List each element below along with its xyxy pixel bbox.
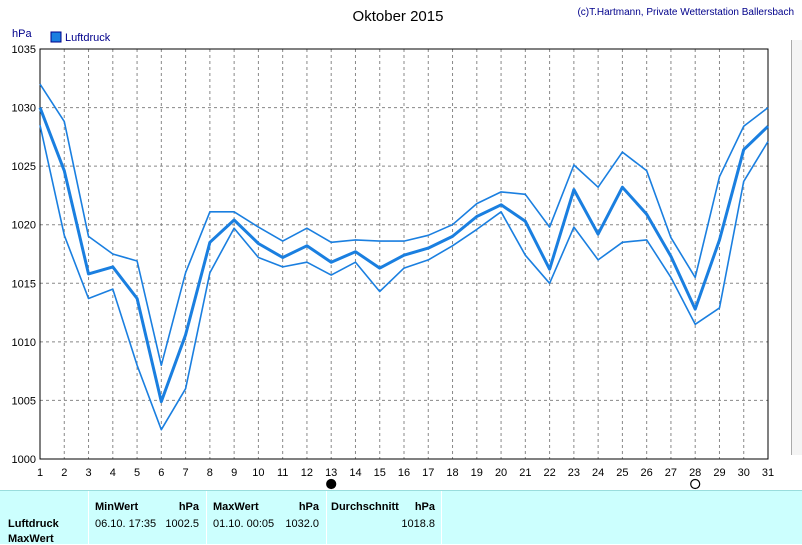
statistics-panel: Luftdruck MaxWert MinWert hPa 06.10. 17:… bbox=[0, 490, 802, 545]
x-tick-label: 11 bbox=[277, 467, 288, 479]
y-tick-label: 1000 bbox=[12, 454, 36, 466]
min-column: MinWert hPa 06.10. 17:35 1002.5 bbox=[88, 491, 205, 544]
x-tick-label: 3 bbox=[85, 467, 91, 479]
x-tick-label: 21 bbox=[519, 467, 531, 479]
row-label-maxwert: MaxWert bbox=[8, 533, 54, 545]
x-tick-label: 16 bbox=[398, 467, 410, 479]
x-tick-label: 29 bbox=[713, 467, 725, 479]
vertical-scrollbar[interactable] bbox=[791, 40, 802, 455]
x-tick-label: 2 bbox=[61, 467, 67, 479]
y-tick-label: 1035 bbox=[12, 44, 36, 56]
x-tick-label: 14 bbox=[349, 467, 361, 479]
x-axis-ticks: 1 2 3 4 5 6 7 8 9 10 11 12 13 14 15 16 17 18 19 20 21 22 23 24 2… bbox=[37, 467, 774, 479]
x-tick-label: 26 bbox=[641, 467, 653, 479]
x-tick-label: 10 bbox=[252, 467, 264, 479]
x-tick-label: 31 bbox=[762, 467, 774, 479]
y-axis-unit: hPa bbox=[12, 28, 32, 40]
x-tick-label: 15 bbox=[374, 467, 386, 479]
y-axis-ticks: 1000 1005 1010 1015 1020 1025 1030 1035 bbox=[12, 44, 36, 466]
x-tick-label: 5 bbox=[134, 467, 140, 479]
series-line-mean bbox=[38, 107, 770, 404]
credit-text: (c)T.Hartmann, Private Wetterstation Bal… bbox=[577, 7, 794, 18]
max-time: 01.10. 00:05 bbox=[213, 518, 275, 530]
moon-markers bbox=[326, 478, 701, 490]
series-line-max bbox=[39, 83, 769, 367]
min-value: 1002.5 bbox=[165, 518, 199, 530]
average-unit: hPa bbox=[414, 501, 435, 513]
x-tick-label: 23 bbox=[568, 467, 580, 479]
x-tick-label: 9 bbox=[231, 467, 237, 479]
x-tick-label: 24 bbox=[592, 467, 604, 479]
x-tick-label: 8 bbox=[207, 467, 213, 479]
legend-swatch bbox=[50, 31, 62, 43]
y-tick-label: 1010 bbox=[12, 337, 36, 349]
y-tick-label: 1005 bbox=[12, 395, 36, 407]
legend-label: Luftdruck bbox=[65, 32, 111, 44]
x-tick-label: 27 bbox=[665, 467, 677, 479]
max-unit: hPa bbox=[298, 501, 319, 513]
pressure-chart: Oktober 2015 (c)T.Hartmann, Private Wett… bbox=[12, 7, 794, 490]
series-line-min bbox=[39, 124, 769, 431]
min-time: 06.10. 17:35 bbox=[95, 518, 157, 530]
x-tick-label: 1 bbox=[37, 467, 43, 479]
x-tick-label: 7 bbox=[183, 467, 189, 479]
chart-series bbox=[38, 83, 770, 431]
x-tick-label: 28 bbox=[689, 467, 701, 479]
x-tick-label: 25 bbox=[616, 467, 628, 479]
max-value: 1032.0 bbox=[285, 518, 319, 530]
plot-frame bbox=[39, 48, 769, 460]
max-column: MaxWert hPa 01.10. 00:05 1032.0 bbox=[206, 491, 325, 544]
average-value: 1018.8 bbox=[401, 518, 435, 530]
x-tick-label: 4 bbox=[110, 467, 116, 479]
moon-full-marker bbox=[690, 478, 701, 490]
x-tick-label: 18 bbox=[446, 467, 458, 479]
y-tick-label: 1020 bbox=[12, 220, 36, 232]
y-tick-label: 1025 bbox=[12, 161, 36, 173]
x-tick-label: 20 bbox=[495, 467, 507, 479]
moon-new-marker bbox=[326, 478, 337, 490]
x-tick-label: 13 bbox=[325, 467, 337, 479]
y-tick-label: 1015 bbox=[12, 278, 36, 290]
max-header: MaxWert bbox=[213, 501, 259, 513]
row-label-luftdruck: Luftdruck bbox=[8, 518, 59, 530]
x-tick-label: 12 bbox=[301, 467, 313, 479]
min-unit: hPa bbox=[178, 501, 199, 513]
y-tick-label: 1030 bbox=[12, 103, 36, 115]
x-tick-label: 19 bbox=[471, 467, 483, 479]
average-header: Durchschnitt bbox=[331, 501, 399, 513]
average-column: Durchschnitt hPa 1018.8 bbox=[326, 491, 442, 544]
chart-title: Oktober 2015 bbox=[353, 8, 444, 25]
x-tick-label: 17 bbox=[422, 467, 434, 479]
x-tick-label: 22 bbox=[543, 467, 555, 479]
x-tick-label: 6 bbox=[158, 467, 164, 479]
min-header: MinWert bbox=[95, 501, 139, 513]
x-tick-label: 30 bbox=[738, 467, 750, 479]
